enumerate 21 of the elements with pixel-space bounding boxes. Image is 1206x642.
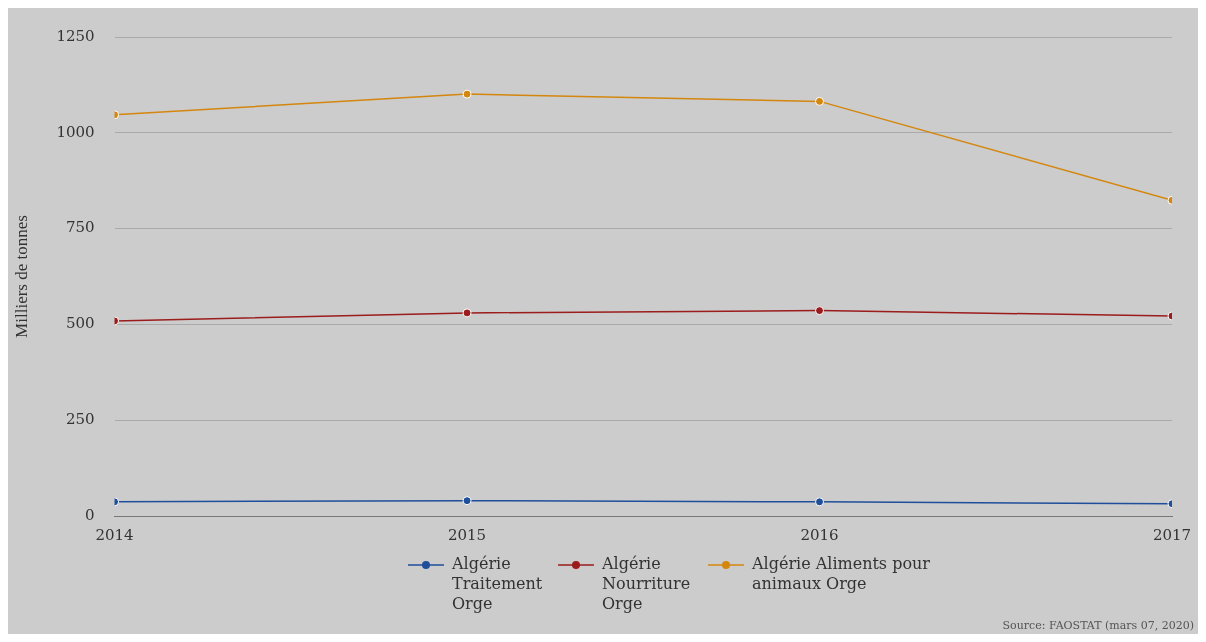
point [815,497,825,507]
legend-label: Algérie Aliments pour animaux Orge [752,554,931,594]
y-tick-label: 0 [85,505,95,524]
point [815,306,825,316]
y-tick-label: 1000 [56,122,95,141]
point [462,89,472,99]
source-note: Source: FAOSTAT (mars 07, 2020) [1002,619,1194,632]
point [462,308,472,318]
x-tick-label: 2016 [800,525,839,544]
legend-label: Algérie Traitement Orge [452,554,543,614]
y-tick-label: 250 [65,410,95,429]
legend-label: Algérie Nourriture Orge [602,554,691,614]
x-tick-label: 2017 [1152,525,1192,544]
y-axis-title: Milliers de tonnes [11,215,31,338]
x-tick-label: 2014 [95,525,134,544]
y-tick-label: 500 [65,314,95,333]
point [815,96,825,106]
y-tick-label: 750 [65,218,95,237]
point [462,496,472,506]
x-tick-label: 2015 [447,525,487,544]
y-tick-label: 1250 [56,26,95,45]
